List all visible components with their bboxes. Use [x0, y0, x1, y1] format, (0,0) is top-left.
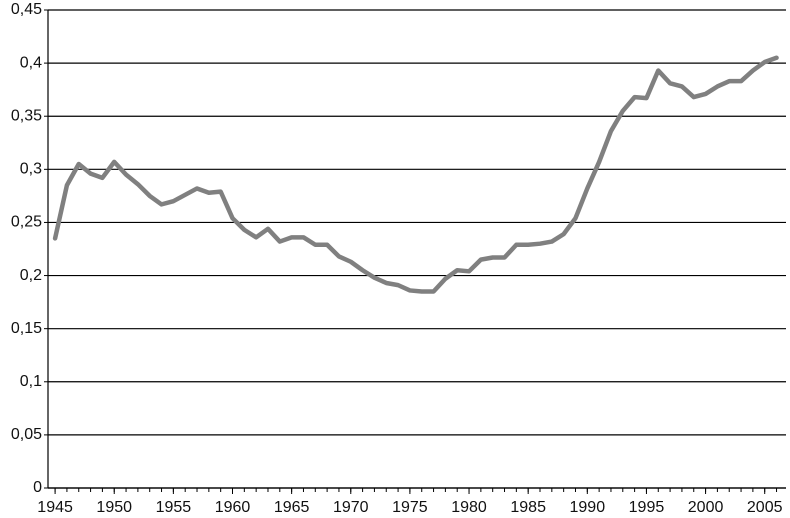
x-tick-label: 1990 [570, 499, 606, 516]
y-tick-label: 0,3 [20, 161, 42, 178]
x-tick-label: 1970 [333, 499, 369, 516]
x-tick-label: 1985 [510, 499, 546, 516]
x-tick-label: 1955 [156, 499, 192, 516]
y-tick-label: 0,4 [20, 54, 42, 71]
x-tick-label: 2005 [747, 499, 783, 516]
x-tick-label: 1965 [274, 499, 310, 516]
x-tick-label: 2000 [688, 499, 724, 516]
x-tick-label: 1960 [215, 499, 251, 516]
y-tick-label: 0,35 [11, 107, 42, 124]
x-tick-label: 1945 [37, 499, 73, 516]
y-tick-label: 0,05 [11, 426, 42, 443]
x-tick-label: 1975 [392, 499, 428, 516]
x-tick-label: 1980 [451, 499, 487, 516]
y-tick-label: 0,1 [20, 373, 42, 390]
x-tick-label: 1950 [96, 499, 132, 516]
y-tick-label: 0,2 [20, 267, 42, 284]
y-tick-label: 0,45 [11, 1, 42, 18]
y-tick-label: 0,25 [11, 214, 42, 231]
y-tick-label: 0 [33, 479, 42, 496]
data-line [52, 55, 779, 294]
y-tick-label: 0,15 [11, 320, 42, 337]
x-tick-label: 1995 [629, 499, 665, 516]
